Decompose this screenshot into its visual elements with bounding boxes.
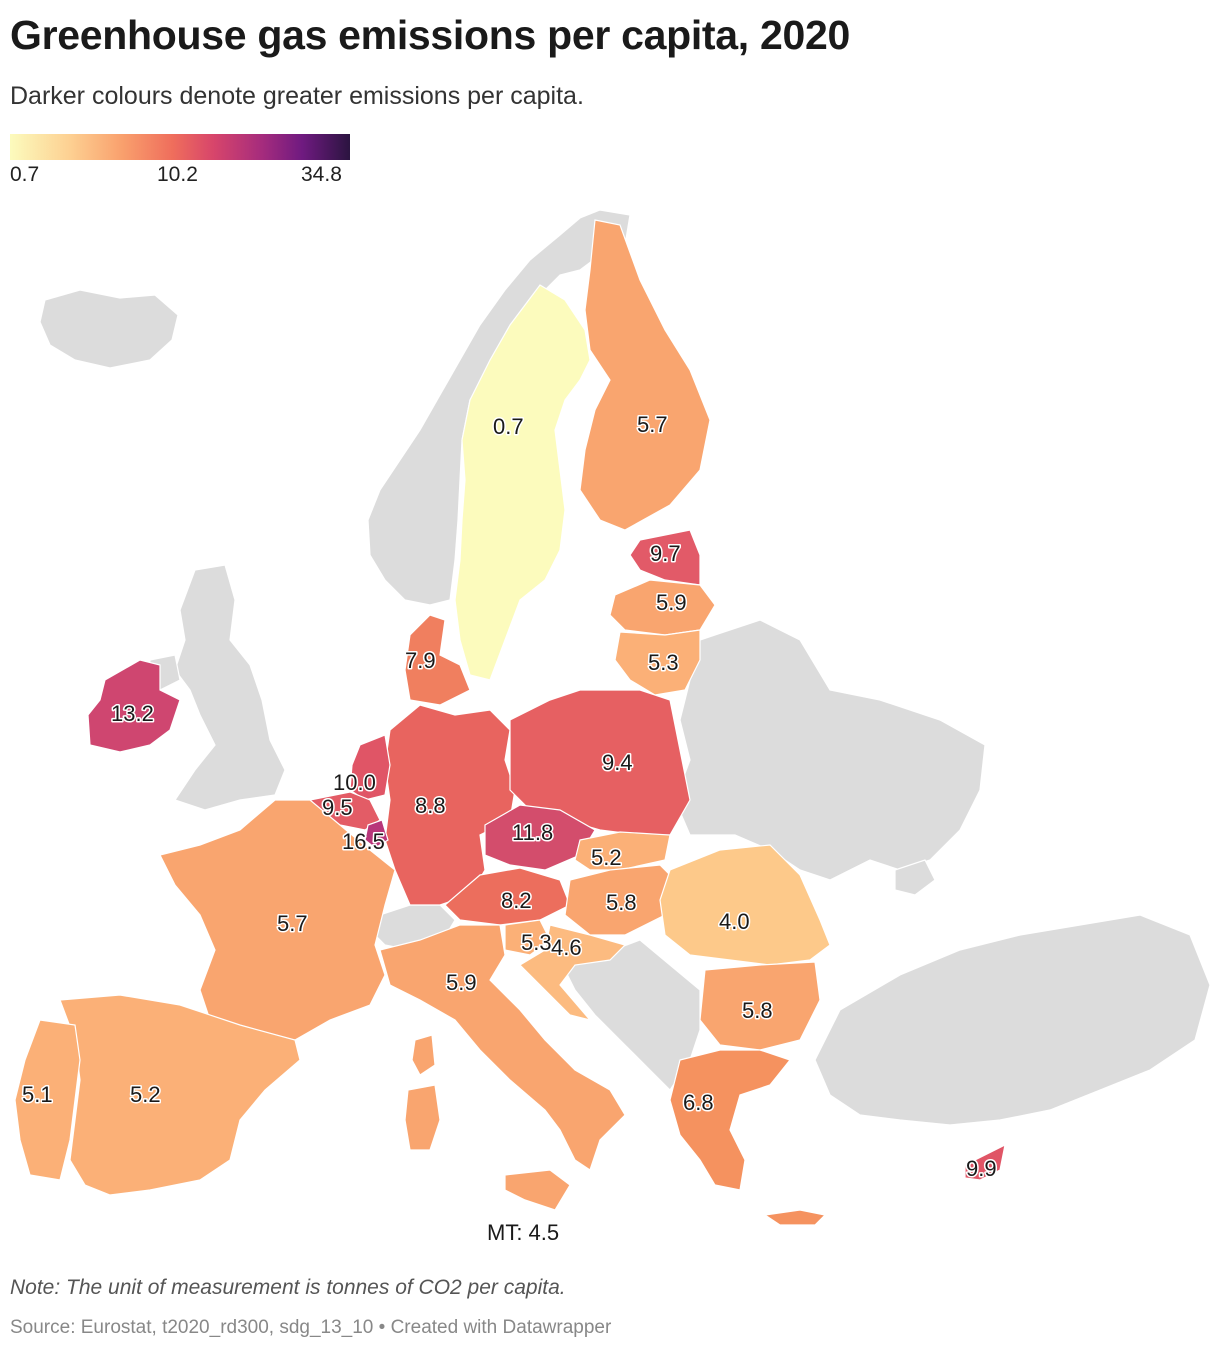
belarus-ukraine-russia-shape [674,619,986,881]
label-SK: 5.2 [591,845,622,870]
region-FR[interactable] [159,799,396,1041]
region-GR-crete[interactable] [763,1209,827,1226]
region-NL[interactable] [349,734,391,801]
region-LT[interactable] [614,629,701,696]
region-SK[interactable] [574,831,671,871]
iceland-shape [39,289,179,369]
label-LV: 5.9 [656,590,687,615]
page-title: Greenhouse gas emissions per capita, 202… [10,12,850,58]
region-IT[interactable] [379,924,626,1171]
label-CZ: 11.8 [512,820,553,845]
region-BG[interactable] [699,961,821,1051]
color-legend-bar [10,134,350,160]
malta-label: MT: 4.5 [487,1220,560,1245]
label-BE: 9.5 [322,795,353,820]
label-GR: 6.8 [683,1090,714,1115]
region-EE[interactable] [629,529,701,586]
legend-mid-label: 10.2 [157,163,198,186]
region-HR[interactable] [519,924,627,1022]
label-SE: 0.7 [493,414,524,439]
label-DE: 8.8 [415,793,446,818]
label-ES: 5.2 [130,1082,161,1107]
source-line: Source: Eurostat, t2020_rd300, sdg_13_10… [10,1317,612,1338]
region-FR-corsica[interactable] [411,1034,436,1076]
norway-shape [367,209,631,606]
region-LU[interactable] [364,819,389,849]
region-IE[interactable] [87,659,181,753]
label-IT: 5.9 [446,970,477,995]
uk-shape [174,564,286,811]
region-RO[interactable] [659,844,831,966]
footnote: Note: The unit of measurement is tonnes … [10,1276,566,1299]
label-FI: 5.7 [637,412,668,437]
label-LU: 16.5 [342,829,385,854]
label-RO: 4.0 [719,909,750,934]
label-IE: 13.2 [111,701,154,726]
region-CY[interactable] [964,1143,1006,1181]
region-DK[interactable] [404,614,471,706]
label-EE: 9.7 [650,541,681,566]
label-LT: 5.3 [648,650,679,675]
crimea-shape [894,859,936,896]
label-CY: 9.9 [966,1156,997,1181]
label-HR: 4.6 [551,935,582,960]
europe-choropleth-map: 0.7 5.7 9.7 5.9 5.3 7.9 13.2 10.0 9.5 16… [14,209,1211,1226]
label-FR: 5.7 [277,911,308,936]
region-ES[interactable] [59,994,301,1196]
label-AT: 8.2 [501,888,532,913]
region-PT[interactable] [14,1019,81,1181]
label-SI: 5.3 [521,930,552,955]
label-DK: 7.9 [405,648,436,673]
region-IT-sicily[interactable] [504,1169,571,1211]
label-PT: 5.1 [22,1082,53,1107]
region-SE[interactable] [454,284,591,681]
region-FI[interactable] [579,219,711,531]
label-PL: 9.4 [602,750,633,775]
region-GR[interactable] [669,1049,792,1191]
label-NL: 10.0 [333,770,376,795]
region-IT-sardinia[interactable] [404,1084,441,1151]
legend-min-label: 0.7 [10,163,40,186]
region-SI[interactable] [504,919,551,956]
label-BG: 5.8 [742,998,773,1023]
label-HU: 5.8 [606,890,637,915]
turkey-shape [814,914,1211,1126]
page-subtitle: Darker colours denote greater emissions … [10,82,584,110]
legend-max-label: 34.8 [301,163,342,186]
